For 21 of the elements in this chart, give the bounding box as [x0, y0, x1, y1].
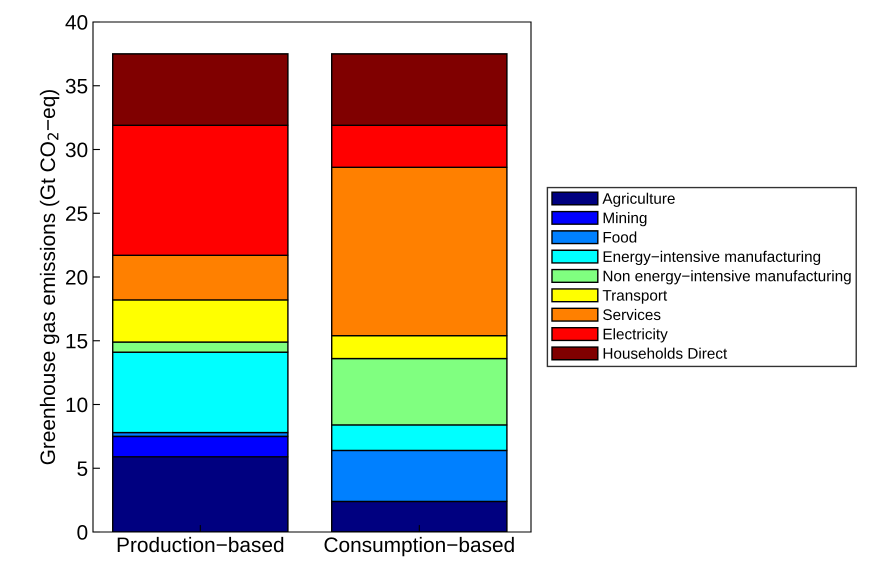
legend-label: Mining	[604, 212, 646, 226]
x-tick-label: Production−based	[118, 536, 284, 552]
legend-label: Electricity	[604, 328, 668, 342]
x-tick-label: Consumption−based	[324, 536, 514, 556]
y-tick-label: 15	[66, 334, 88, 349]
legend-label: Non energy−intensive manufacturing	[604, 270, 851, 284]
legend-label: Energy−intensive manufacturing	[604, 250, 820, 266]
y-tick-label: 0	[77, 525, 88, 540]
legend-label: Transport	[602, 290, 668, 304]
y-tick-label: 35	[66, 78, 88, 94]
y-tick-label: 5	[77, 461, 88, 476]
legend-label: Food	[604, 231, 636, 243]
legend-label: Households Direct	[604, 348, 728, 359]
y-tick-label: 25	[66, 206, 88, 222]
y-tick-label: 20	[66, 270, 88, 285]
y-tick-label: 40	[65, 15, 88, 30]
y-axis-title: Greenhouse gas emissions (Gt CO$_{2}$−eq)	[40, 90, 60, 464]
y-tick-label: 30	[66, 142, 88, 158]
legend-label: Services	[603, 308, 660, 320]
legend-label: Agriculture	[602, 192, 675, 207]
y-tick-label: 10	[66, 398, 88, 412]
